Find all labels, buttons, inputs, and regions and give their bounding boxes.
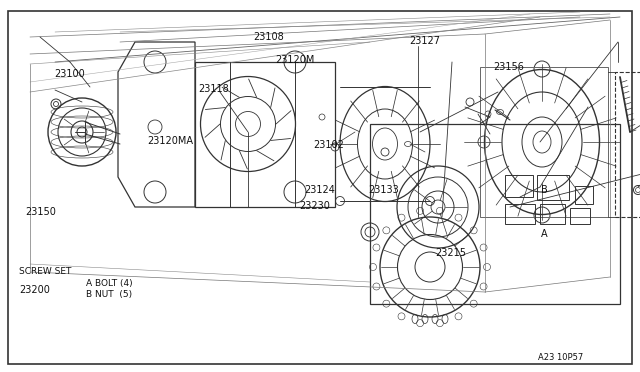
Bar <box>615 72 640 217</box>
Text: SCREW SET: SCREW SET <box>19 267 72 276</box>
Text: 23215: 23215 <box>435 248 466 258</box>
Bar <box>505 204 535 224</box>
Text: 23127: 23127 <box>410 36 440 46</box>
Text: 23230: 23230 <box>299 202 330 211</box>
Text: 23150: 23150 <box>26 207 56 217</box>
Text: 23156: 23156 <box>493 62 524 72</box>
Bar <box>505 175 533 197</box>
Bar <box>195 62 335 207</box>
Text: B: B <box>541 185 548 195</box>
Text: 23133: 23133 <box>368 185 399 195</box>
Text: 23120MA: 23120MA <box>147 137 193 146</box>
Text: A BOLT (4): A BOLT (4) <box>86 279 133 288</box>
Bar <box>370 124 620 304</box>
Text: 23118: 23118 <box>198 84 229 94</box>
Text: 23120M: 23120M <box>275 55 315 64</box>
Text: 23108: 23108 <box>253 32 284 42</box>
Bar <box>575 186 593 204</box>
Bar <box>537 175 569 200</box>
Text: 23124: 23124 <box>304 185 335 195</box>
Text: A23 10P57: A23 10P57 <box>538 353 583 362</box>
Text: B NUT  (5): B NUT (5) <box>86 291 132 299</box>
Text: 23102: 23102 <box>314 140 344 150</box>
Bar <box>570 208 590 224</box>
Text: A: A <box>541 230 547 239</box>
Text: 23100: 23100 <box>54 70 85 79</box>
Text: 23200: 23200 <box>19 285 50 295</box>
Bar <box>540 204 565 224</box>
